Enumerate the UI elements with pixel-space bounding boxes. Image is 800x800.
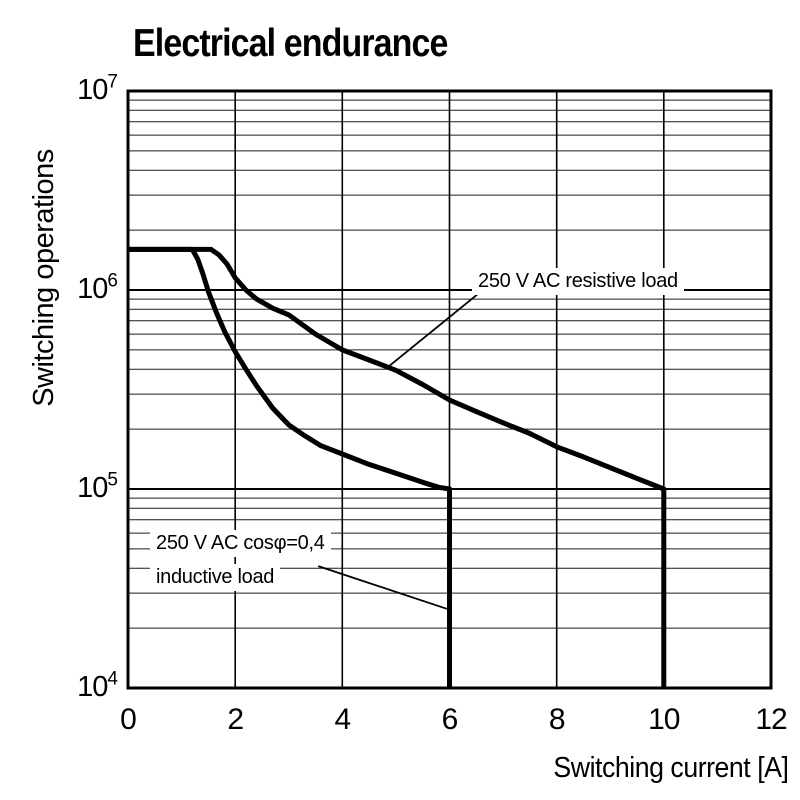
y-tick-label: 107 bbox=[0, 71, 118, 107]
y-tick-label: 105 bbox=[0, 469, 118, 505]
x-tick-label: 2 bbox=[227, 703, 244, 736]
x-tick-label: 12 bbox=[755, 703, 787, 736]
annotation-line: 250 V AC cosφ=0,4 bbox=[150, 530, 331, 557]
y-tick-exponent: 7 bbox=[107, 71, 118, 93]
y-tick-exponent: 4 bbox=[107, 668, 118, 690]
annotation-line: inductive load bbox=[150, 564, 281, 591]
leader-line-inductive bbox=[317, 565, 448, 610]
x-tick-label: 8 bbox=[548, 703, 566, 736]
y-tick-label: 104 bbox=[0, 668, 118, 704]
annotation-resistive-load: 250 V AC resistive load bbox=[472, 268, 684, 295]
y-tick-exponent: 6 bbox=[107, 270, 118, 292]
y-tick-mantissa: 10 bbox=[77, 471, 108, 504]
x-tick-label: 4 bbox=[334, 703, 351, 736]
y-tick-label: 106 bbox=[0, 270, 118, 306]
leader-line-resistive bbox=[387, 293, 478, 368]
curve-inductive-load bbox=[128, 246, 452, 688]
annotation-line: 250 V AC resistive load bbox=[472, 268, 684, 295]
curve-resistive-load bbox=[128, 246, 667, 688]
chart-title: Electrical endurance bbox=[133, 22, 448, 65]
x-axis-title: Switching current [A] bbox=[552, 752, 788, 784]
y-tick-exponent: 5 bbox=[107, 469, 118, 491]
annotation-inductive-load: 250 V AC cosφ=0,4 inductive load bbox=[150, 530, 331, 591]
y-tick-mantissa: 10 bbox=[77, 272, 108, 305]
y-tick-mantissa: 10 bbox=[77, 670, 108, 703]
x-tick-label: 6 bbox=[441, 703, 459, 736]
x-tick-label: 0 bbox=[120, 703, 137, 736]
y-tick-mantissa: 10 bbox=[77, 73, 108, 106]
x-tick-label: 10 bbox=[648, 703, 680, 736]
